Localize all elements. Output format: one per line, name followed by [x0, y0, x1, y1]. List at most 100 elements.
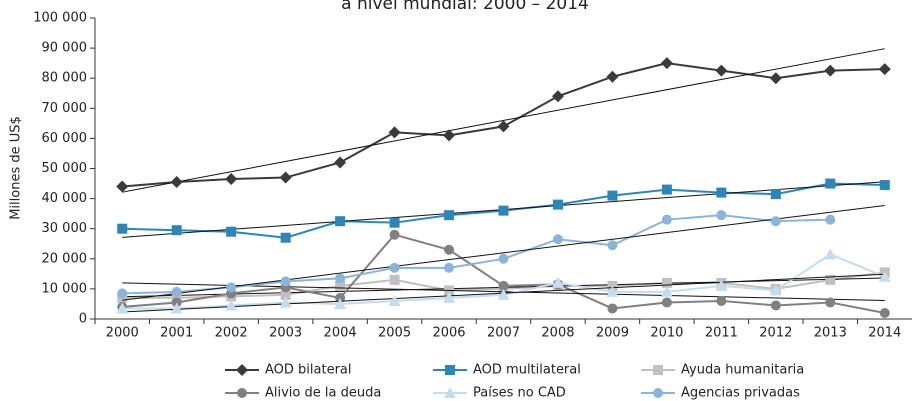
- marker: [116, 180, 129, 193]
- marker: [444, 210, 455, 221]
- trend-line: [122, 204, 885, 301]
- marker: [279, 296, 292, 308]
- marker: [444, 244, 455, 255]
- marker: [388, 126, 401, 139]
- marker: [498, 253, 509, 264]
- x-tick-label: 2009: [596, 326, 629, 341]
- marker: [770, 189, 781, 200]
- marker: [825, 297, 836, 308]
- marker: [236, 364, 248, 376]
- x-tick-label: 2012: [759, 326, 792, 341]
- legend-label: Agencias privadas: [681, 386, 800, 401]
- x-tick-label: 2008: [541, 326, 574, 341]
- marker: [769, 72, 782, 85]
- marker: [170, 302, 183, 314]
- marker: [551, 276, 564, 288]
- marker: [335, 216, 346, 227]
- legend-label: Ayuda humanitaria: [681, 363, 804, 378]
- marker: [607, 280, 618, 291]
- marker: [606, 70, 619, 83]
- marker: [226, 226, 237, 237]
- marker: [769, 284, 782, 296]
- marker: [825, 274, 836, 285]
- marker: [171, 225, 182, 236]
- marker: [117, 288, 128, 299]
- marker: [116, 302, 129, 314]
- y-tick-label: 70 000: [42, 101, 88, 116]
- marker: [280, 276, 291, 287]
- marker: [716, 210, 727, 221]
- x-tick-label: 2013: [814, 326, 847, 341]
- marker: [551, 90, 564, 103]
- x-tick-label: 2006: [432, 326, 465, 341]
- marker: [225, 173, 238, 186]
- marker: [279, 171, 292, 184]
- x-tick-label: 2005: [378, 326, 411, 341]
- marker: [497, 120, 510, 133]
- marker: [335, 280, 346, 291]
- x-tick-label: 2001: [160, 326, 193, 341]
- marker: [280, 232, 291, 243]
- marker: [879, 180, 890, 191]
- marker: [653, 388, 663, 398]
- marker: [606, 285, 619, 297]
- marker: [552, 234, 563, 245]
- y-axis-label: Millones de US$: [9, 116, 24, 220]
- marker: [715, 64, 728, 77]
- marker: [653, 365, 663, 375]
- marker: [715, 279, 728, 291]
- marker: [334, 297, 347, 309]
- marker: [170, 176, 183, 189]
- marker: [716, 295, 727, 306]
- marker: [280, 289, 291, 300]
- marker: [237, 388, 247, 398]
- marker: [443, 291, 456, 303]
- marker: [388, 294, 401, 306]
- marker: [660, 57, 673, 70]
- marker: [171, 297, 182, 308]
- marker: [824, 64, 837, 77]
- x-tick-label: 2003: [269, 326, 302, 341]
- marker: [225, 299, 238, 311]
- y-tick-label: 30 000: [42, 221, 88, 236]
- legend-label: Países no CAD: [473, 386, 566, 401]
- marker: [443, 129, 456, 142]
- marker: [389, 217, 400, 228]
- x-tick-label: 2000: [106, 326, 139, 341]
- marker: [607, 190, 618, 201]
- y-tick-label: 80 000: [42, 71, 88, 86]
- marker: [607, 303, 618, 314]
- marker: [824, 248, 837, 260]
- marker: [716, 187, 727, 198]
- marker: [389, 229, 400, 240]
- marker: [661, 214, 672, 225]
- marker: [335, 273, 346, 284]
- marker: [607, 240, 618, 251]
- legend-label: AOD bilateral: [265, 363, 352, 378]
- marker: [445, 365, 455, 375]
- x-tick-label: 2014: [868, 326, 901, 341]
- marker: [117, 223, 128, 234]
- y-tick-label: 60 000: [42, 131, 88, 146]
- marker: [660, 285, 673, 297]
- marker: [226, 282, 237, 293]
- marker: [825, 214, 836, 225]
- marker: [334, 156, 347, 169]
- marker: [661, 277, 672, 288]
- chart-title: a nivel mundial: 2000 – 2014: [341, 0, 589, 14]
- legend-label: Alivio de la deuda: [265, 386, 381, 401]
- marker: [825, 178, 836, 189]
- marker: [171, 286, 182, 297]
- x-tick-label: 2004: [324, 326, 357, 341]
- x-tick-label: 2010: [650, 326, 683, 341]
- marker: [770, 216, 781, 227]
- marker: [335, 292, 346, 303]
- marker: [389, 274, 400, 285]
- marker: [661, 184, 672, 195]
- marker: [444, 387, 456, 398]
- marker: [552, 199, 563, 210]
- marker: [497, 288, 510, 300]
- x-tick-label: 2007: [487, 326, 520, 341]
- marker: [770, 300, 781, 311]
